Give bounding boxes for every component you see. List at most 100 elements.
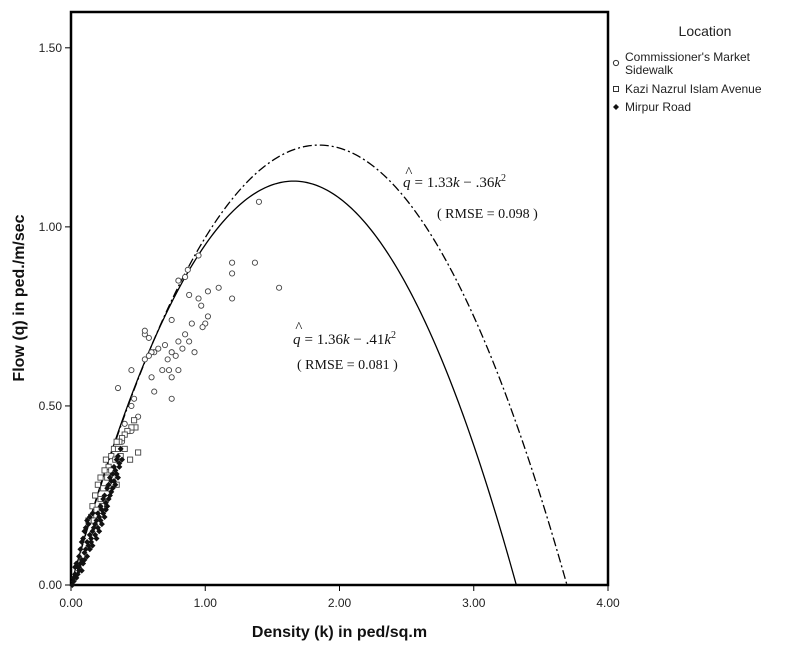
eq1-q: q [293,332,301,348]
data-point-diamond [84,553,91,560]
eq1-k2: k [384,332,391,348]
data-point-diamond [116,463,123,470]
data-point-circle [145,352,152,359]
data-point-circle [161,342,169,349]
data-point-diamond [89,542,96,549]
data-point-square [113,438,120,445]
data-point-circle [175,277,182,284]
eq1-sq: 2 [391,330,396,341]
data-point-diamond [110,478,117,485]
data-point-square [89,503,96,510]
eq2-q: q [403,175,411,191]
data-point-diamond [114,453,121,460]
data-point-square [135,449,142,456]
data-point-circle [198,302,205,309]
data-point-diamond [119,456,126,463]
y-axis-label: Flow (q) in ped./m/sec [11,214,28,381]
plot-frame [69,10,610,587]
data-point-circle [151,388,158,395]
data-point-square [94,481,101,488]
data-point-diamond [82,524,89,531]
data-point-circle [114,384,122,392]
eq1-prefix: = 1.36 [305,332,344,348]
data-point-square [128,424,135,431]
data-point-diamond [117,445,124,452]
legend-marker-square [613,86,619,92]
data-point-circle [191,349,198,356]
data-point-circle [131,395,138,402]
eq2-text: q = 1.33k − .36k2 [403,173,506,191]
data-point-circle [145,334,152,341]
data-point-diamond [104,503,111,510]
data-point-square [127,456,134,463]
data-point-circle [128,402,135,409]
data-point-circle [199,324,206,331]
eq2-k1: k [453,175,460,191]
data-point-diamond [88,535,95,542]
data-point-circle [182,331,189,338]
y-tick-label: 0.00 [39,578,63,592]
data-point-diamond [82,546,89,553]
data-point-diamond [70,574,77,581]
eq2-rmse: ( RMSE = 0.098 ) [437,207,538,222]
legend-marker-circle [612,59,620,67]
data-point-diamond [86,513,93,520]
data-point-circle [188,320,195,327]
x-tick-label: 3.00 [462,596,486,610]
data-point-circle [184,266,191,273]
x-tick-label: 1.00 [194,596,218,610]
eq2-mid: − .36 [460,175,495,191]
data-point-circle [179,345,186,352]
data-point-circle [229,295,236,302]
data-point-circle [155,345,162,352]
data-point-diamond [109,485,116,492]
data-point-diamond [81,556,88,563]
y-axis-ticks: 0.00 0.50 1.00 1.50 [39,41,71,592]
data-point-circle [255,198,263,205]
data-point-circle [141,327,148,334]
eq1-k1: k [343,332,350,348]
data-point-circle [276,284,283,291]
data-point-diamond [77,546,84,553]
data-point-circle [229,270,236,277]
data-point-diamond [93,517,100,524]
data-point-circle [172,352,179,359]
data-point-diamond [101,492,108,499]
data-point-circle [128,367,135,374]
data-point-square [102,456,109,463]
eq2-prefix: = 1.33 [415,175,453,191]
data-point-diamond [101,513,108,520]
data-point-square [108,453,115,460]
data-point-circle [186,338,193,345]
legend: Location Commissioner's Market Sidewalk … [612,23,762,114]
legend-label-commissioners-1: Commissioner's Market [625,50,751,64]
eq2-sq: 2 [501,173,506,184]
data-point-diamond [74,571,81,578]
equation-dashdot: ^ q = 1.33k − .36k2 ( RMSE = 0.098 ) [403,165,538,222]
data-point-diamond [76,564,83,571]
data-points [69,198,283,588]
data-point-circle [229,259,236,266]
data-point-diamond [80,535,87,542]
legend-title: Location [679,23,732,39]
eq2-hat: ^ [405,165,413,181]
data-point-circle [168,374,175,381]
data-point-diamond [105,481,112,488]
data-point-diamond [93,535,100,542]
data-point-circle [186,291,193,298]
data-point-diamond [106,492,113,499]
eq1-hat: ^ [295,320,303,336]
x-axis-ticks: 0.00 1.00 2.00 3.00 4.00 [59,585,620,610]
y-tick-label: 1.00 [39,220,63,234]
data-point-circle [168,316,175,324]
data-point-circle [168,349,175,356]
eq1-rmse: ( RMSE = 0.081 ) [297,358,398,373]
data-point-circle [195,252,202,259]
eq1-mid: − .41 [350,332,385,348]
y-tick-label: 1.50 [39,41,63,55]
data-point-diamond [116,460,123,467]
eq1-text: q = 1.36k − .41k2 [293,330,396,348]
data-point-square [101,467,108,474]
x-tick-label: 0.00 [59,596,83,610]
